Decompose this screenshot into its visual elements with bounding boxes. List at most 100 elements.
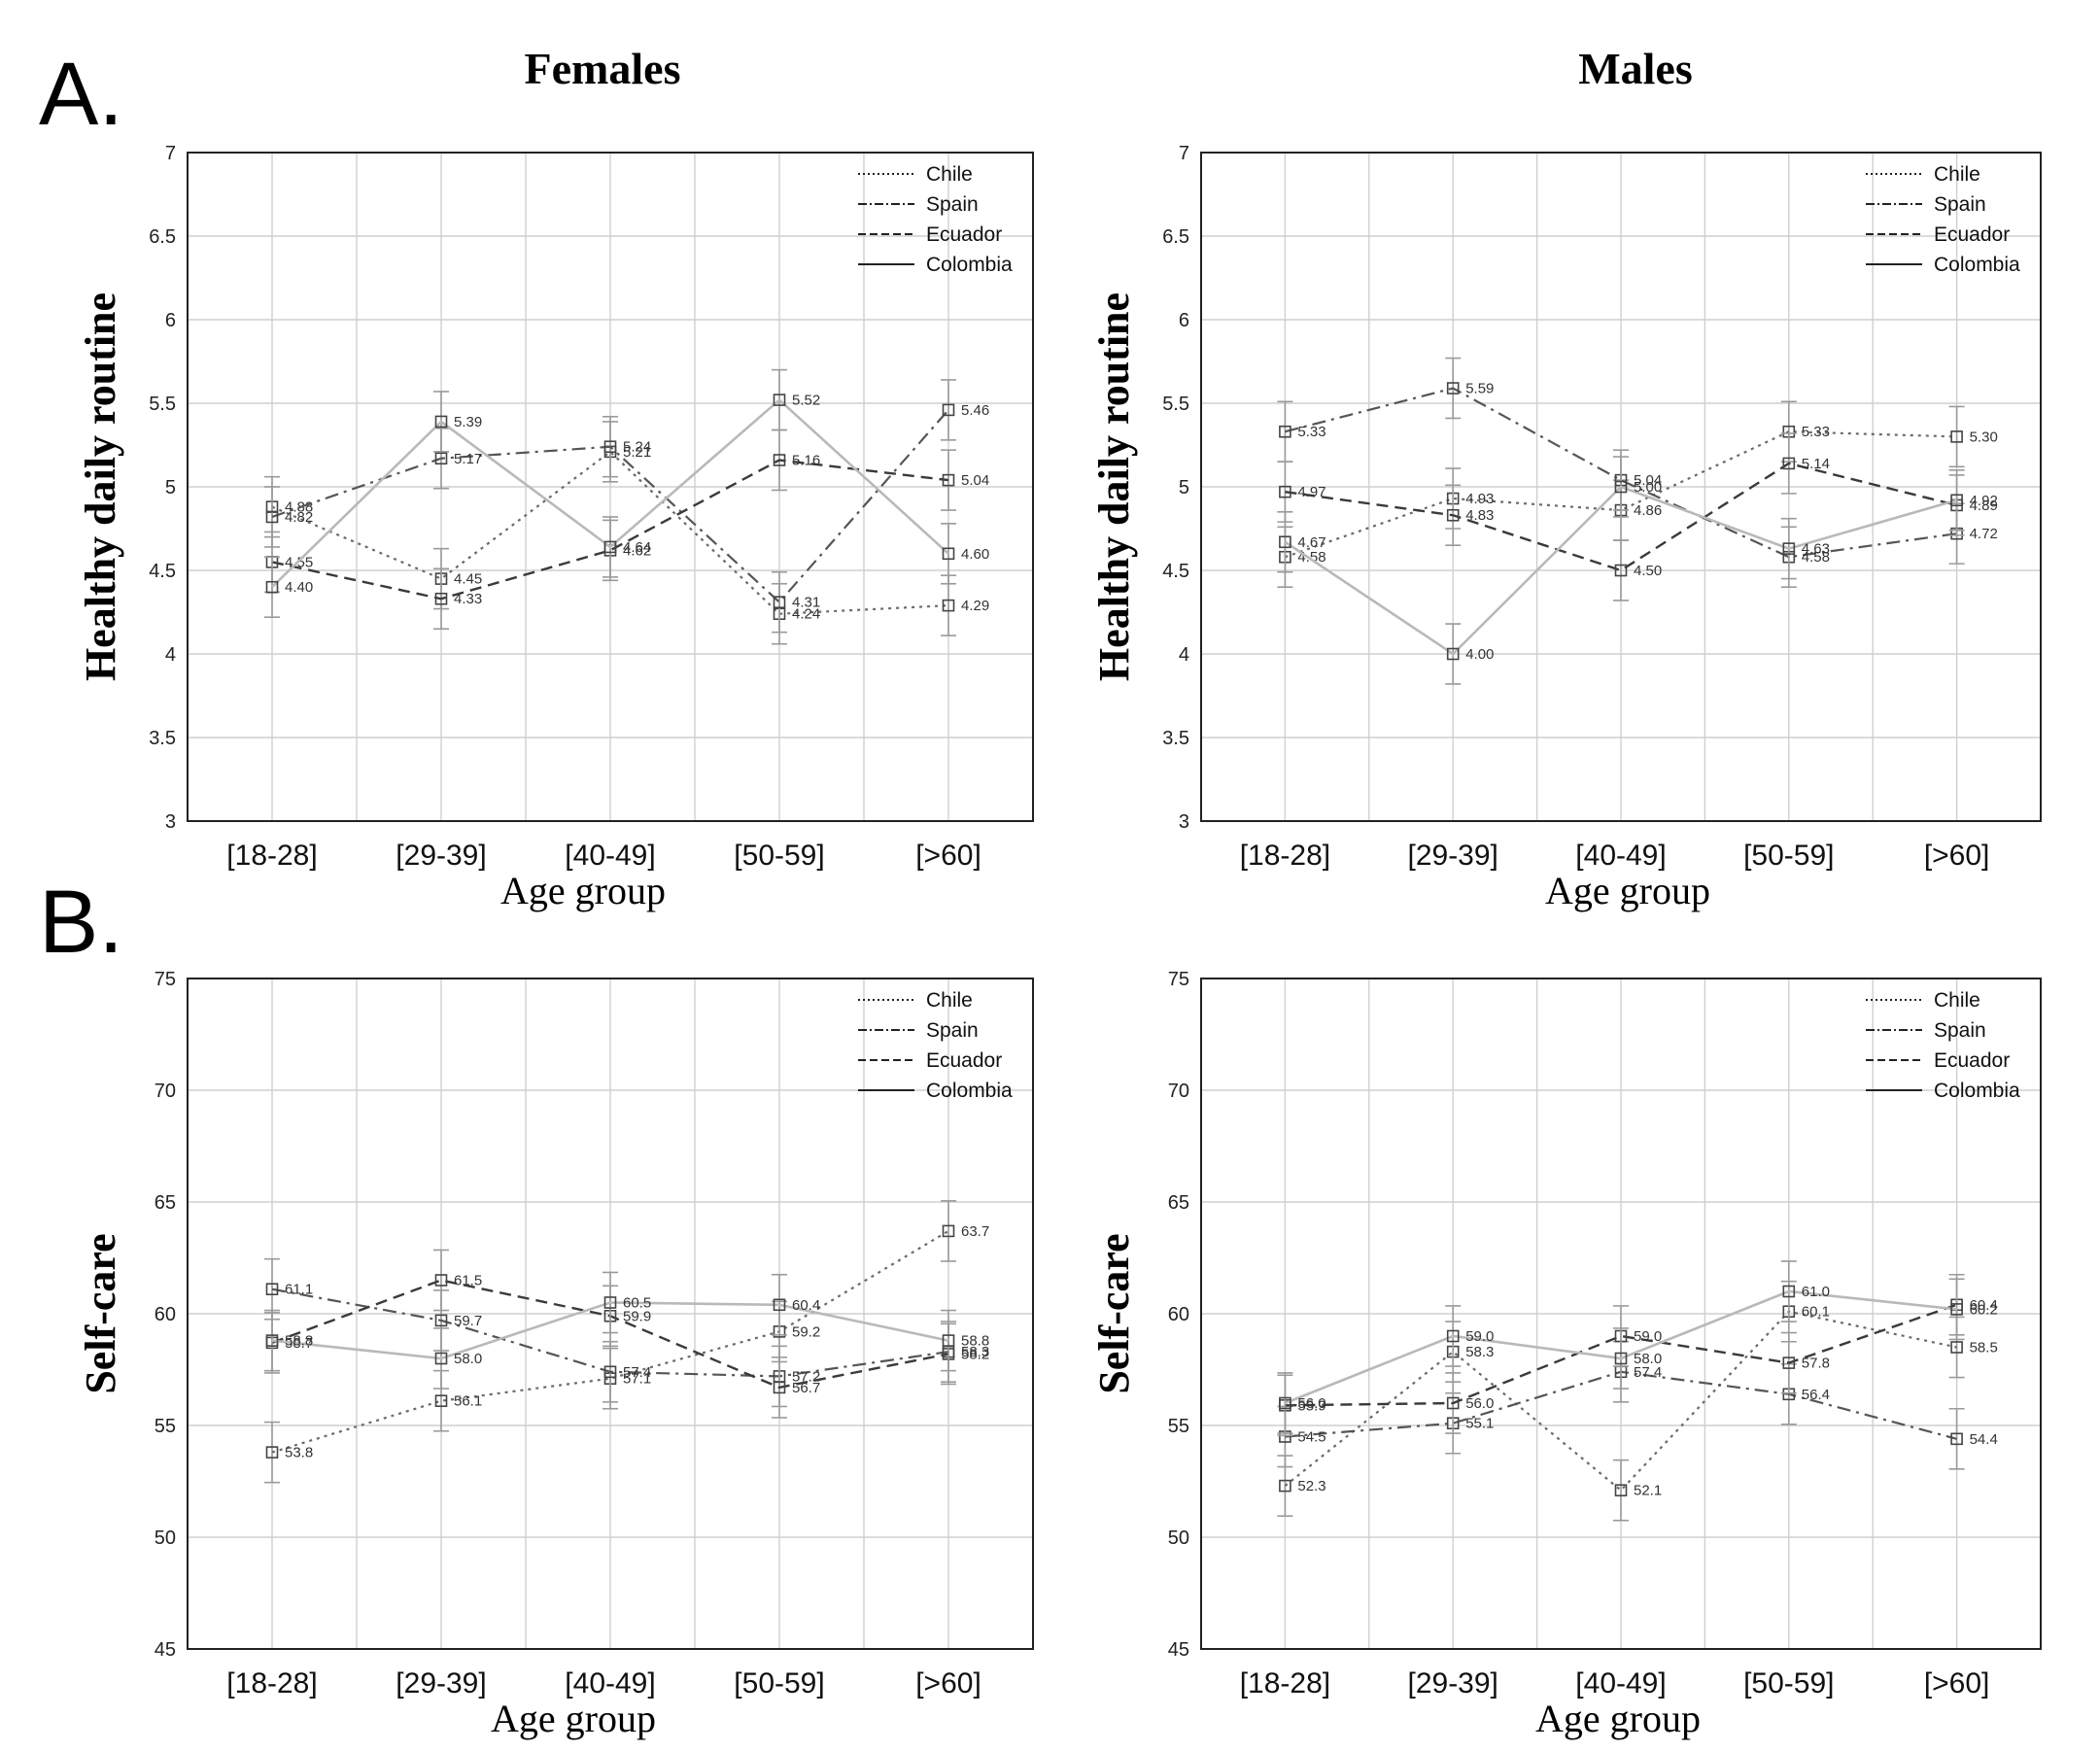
data-label: 5.39 xyxy=(454,414,482,430)
y-tick-label: 45 xyxy=(155,1639,176,1661)
plot-frame xyxy=(187,978,1034,1650)
x-axis-label: Age group xyxy=(1545,869,1710,912)
data-label: 4.33 xyxy=(454,591,482,607)
y-axis-label: Self-care xyxy=(1090,1233,1138,1393)
data-point-colombia xyxy=(434,415,448,429)
data-point-spain xyxy=(942,403,955,417)
data-label: 5.46 xyxy=(961,402,989,419)
x-axis-label: Age group xyxy=(500,869,666,912)
x-tick-label: [29-39] xyxy=(396,840,486,872)
y-tick-label: 55 xyxy=(1168,1416,1189,1437)
y-tick-label: 6.5 xyxy=(149,226,176,248)
x-tick-label: [40-49] xyxy=(1575,840,1666,872)
data-label: 56.4 xyxy=(1802,1387,1830,1403)
data-label: 5.59 xyxy=(1465,381,1494,397)
data-label: 5.33 xyxy=(1802,424,1830,440)
data-point-colombia xyxy=(265,1334,279,1347)
data-point-colombia xyxy=(434,1352,448,1365)
data-label: 4.00 xyxy=(1465,646,1494,663)
data-label: 52.1 xyxy=(1634,1483,1662,1499)
data-label: 57.1 xyxy=(623,1371,651,1388)
data-point-colombia xyxy=(1782,542,1796,555)
series-line-ecuador xyxy=(1285,462,1957,572)
data-label: 61.0 xyxy=(1802,1284,1830,1300)
x-tick-label: [>60] xyxy=(915,1667,981,1700)
y-tick-label: 60 xyxy=(1168,1304,1189,1325)
chart-b-females: 45 50 55 60 65 70 75 [18-28] [29-39] [40-49] [50-5… xyxy=(77,969,1034,1740)
y-tick-label: 3.5 xyxy=(149,728,176,749)
data-label: 4.83 xyxy=(1465,507,1494,524)
data-label: 56.7 xyxy=(792,1380,820,1396)
data-label: 53.8 xyxy=(285,1445,313,1461)
x-tick-label: [>60] xyxy=(915,840,981,872)
series-line-colombia xyxy=(1284,1289,1957,1405)
x-tick-label: [18-28] xyxy=(1240,1667,1330,1700)
data-label: 60.1 xyxy=(1802,1304,1830,1321)
data-label: 54.4 xyxy=(1970,1431,1998,1448)
data-label: 5.24 xyxy=(623,439,651,456)
data-point-ecuador xyxy=(1782,1356,1796,1369)
data-point-colombia xyxy=(1279,535,1291,549)
data-point-ecuador xyxy=(1446,508,1460,522)
data-point-colombia xyxy=(265,580,279,594)
series-line-colombia xyxy=(271,397,949,589)
x-tick-label: [>60] xyxy=(1924,840,1990,872)
y-tick-label: 4.5 xyxy=(1162,561,1189,582)
legend-label-spain: Spain xyxy=(1934,1019,1986,1042)
data-label: 59.0 xyxy=(1634,1328,1662,1345)
x-tick-label: [40-49] xyxy=(565,1667,655,1700)
data-label: 56.1 xyxy=(454,1393,482,1410)
y-tick-label: 45 xyxy=(1168,1639,1189,1661)
chart-a-females: 3 3.5 4 4.5 5 5.5 6 6.5 7 [18-28] [29-39] [40-49] [5… xyxy=(77,143,1034,912)
legend-label-ecuador: Ecuador xyxy=(926,223,1002,246)
data-point-ecuador xyxy=(773,1381,786,1394)
data-label: 4.58 xyxy=(1297,549,1325,566)
data-label: 56.0 xyxy=(1465,1395,1494,1412)
data-point-chile xyxy=(942,599,955,612)
data-point-ecuador xyxy=(1614,564,1628,577)
data-label: 4.97 xyxy=(1297,484,1325,500)
data-label: 55.9 xyxy=(1297,1397,1325,1414)
series-line-spain xyxy=(271,1288,949,1378)
data-label: 4.92 xyxy=(1970,493,1998,509)
data-label: 5.16 xyxy=(792,452,820,468)
y-tick-label: 50 xyxy=(1168,1528,1189,1549)
data-point-spain xyxy=(265,510,279,524)
y-tick-label: 5 xyxy=(1179,477,1189,498)
x-tick-label: [40-49] xyxy=(565,840,655,872)
data-label: 5.30 xyxy=(1970,429,1998,445)
data-point-spain xyxy=(434,452,448,465)
series-line-ecuador xyxy=(1285,1303,1957,1407)
legend-label-colombia: Colombia xyxy=(926,254,1013,276)
plot-frame xyxy=(1200,152,2042,822)
data-label: 56.0 xyxy=(1297,1395,1325,1412)
title-females: Females xyxy=(525,44,681,93)
x-axis-label: Age group xyxy=(491,1697,656,1740)
y-tick-label: 4 xyxy=(165,644,176,666)
data-label: 57.4 xyxy=(623,1364,651,1381)
y-axis-label: Self-care xyxy=(77,1233,124,1393)
y-tick-label: 6 xyxy=(165,310,176,331)
data-point-chile xyxy=(1950,1341,1963,1354)
data-point-colombia xyxy=(1614,1352,1628,1365)
data-label: 54.5 xyxy=(1297,1429,1325,1446)
data-label: 4.86 xyxy=(1634,502,1662,519)
legend-label-spain: Spain xyxy=(926,193,979,216)
legend-label-chile: Chile xyxy=(1934,989,1980,1012)
y-tick-label: 60 xyxy=(155,1304,176,1325)
data-label: 59.9 xyxy=(623,1308,651,1324)
series-line-colombia xyxy=(1284,485,1957,656)
data-label: 4.40 xyxy=(285,579,313,596)
x-tick-label: [50-59] xyxy=(734,840,824,872)
x-tick-label: [29-39] xyxy=(1407,840,1498,872)
data-label: 4.24 xyxy=(792,606,820,623)
y-tick-label: 5 xyxy=(165,477,176,498)
data-point-spain xyxy=(1950,1432,1963,1446)
data-point-ecuador xyxy=(434,592,448,605)
data-point-chile xyxy=(1279,1479,1291,1493)
x-tick-label: [18-28] xyxy=(1240,840,1330,872)
panel-letter-a: A. xyxy=(39,45,123,144)
data-point-spain xyxy=(1279,425,1291,438)
data-label: 4.67 xyxy=(1297,534,1325,551)
legend-label-colombia: Colombia xyxy=(1934,254,2020,276)
